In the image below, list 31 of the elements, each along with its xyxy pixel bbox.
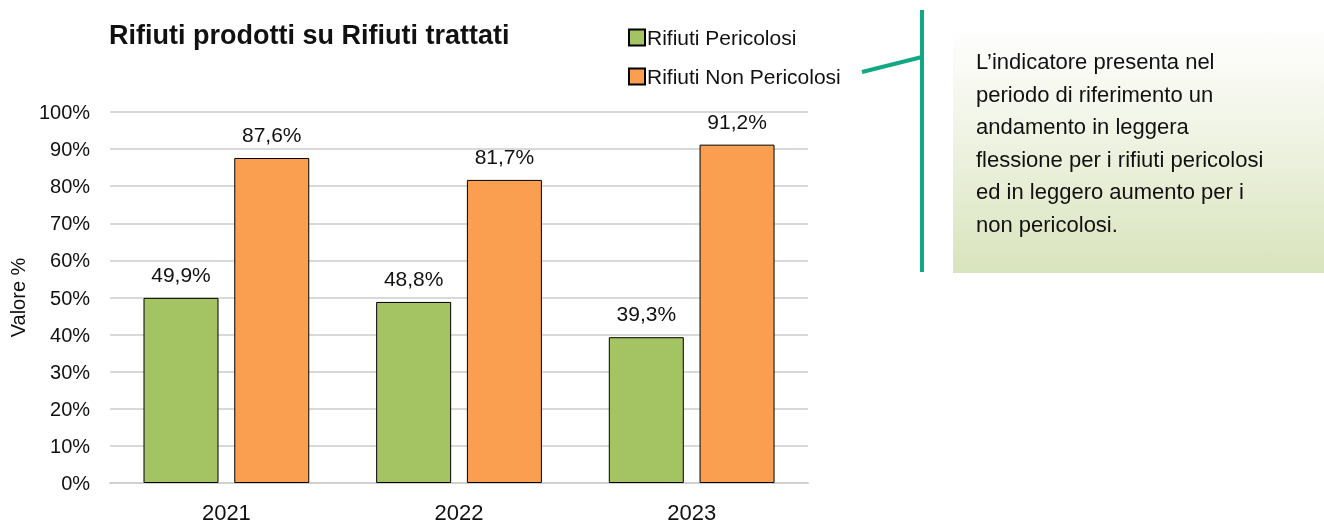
data-label: 48,8% <box>383 266 444 290</box>
text: L’indicatore presenta nel periodo di riferimento un andamento in leggera flessione per i rifiuti pericolosi ed in leggero aumento per i non pericolosi. <box>976 48 1265 239</box>
x-tick-label: 2021 <box>201 499 251 525</box>
data-label: 87,6% <box>241 123 302 146</box>
bar <box>143 297 219 483</box>
x-tick-label: 2023 <box>667 499 717 525</box>
data-label: 39,3% <box>616 302 677 326</box>
y-tick-label: 20% <box>50 397 91 420</box>
legend-label: Rifiuti Non Pericolosi <box>647 65 841 88</box>
bar <box>466 179 542 483</box>
data-label: 91,2% <box>707 109 767 133</box>
y-tick-label: 30% <box>50 360 91 383</box>
y-tick-label: 40% <box>50 323 91 346</box>
y-axis-title: Valore % <box>7 257 29 338</box>
bar <box>699 144 775 483</box>
y-tick-label: 10% <box>50 434 91 457</box>
data-label: 49,9% <box>151 262 211 286</box>
bar <box>608 337 684 483</box>
y-tick-label: 100% <box>38 101 91 123</box>
y-tick-label: 90% <box>50 138 91 161</box>
bar <box>234 158 310 483</box>
y-tick-label: 80% <box>50 175 91 198</box>
y-tick-label: 0% <box>61 472 91 494</box>
bar <box>376 301 452 483</box>
chart-title: Rifiuti prodotti su Rifiuti trattati <box>109 19 510 50</box>
legend-label: Rifiuti Pericolosi <box>647 26 797 49</box>
data-label: 81,7% <box>474 144 535 168</box>
y-tick-label: 70% <box>50 212 91 235</box>
y-tick-label: 60% <box>50 249 91 272</box>
y-tick-label: 50% <box>50 286 91 309</box>
x-tick-label: 2022 <box>434 499 484 525</box>
